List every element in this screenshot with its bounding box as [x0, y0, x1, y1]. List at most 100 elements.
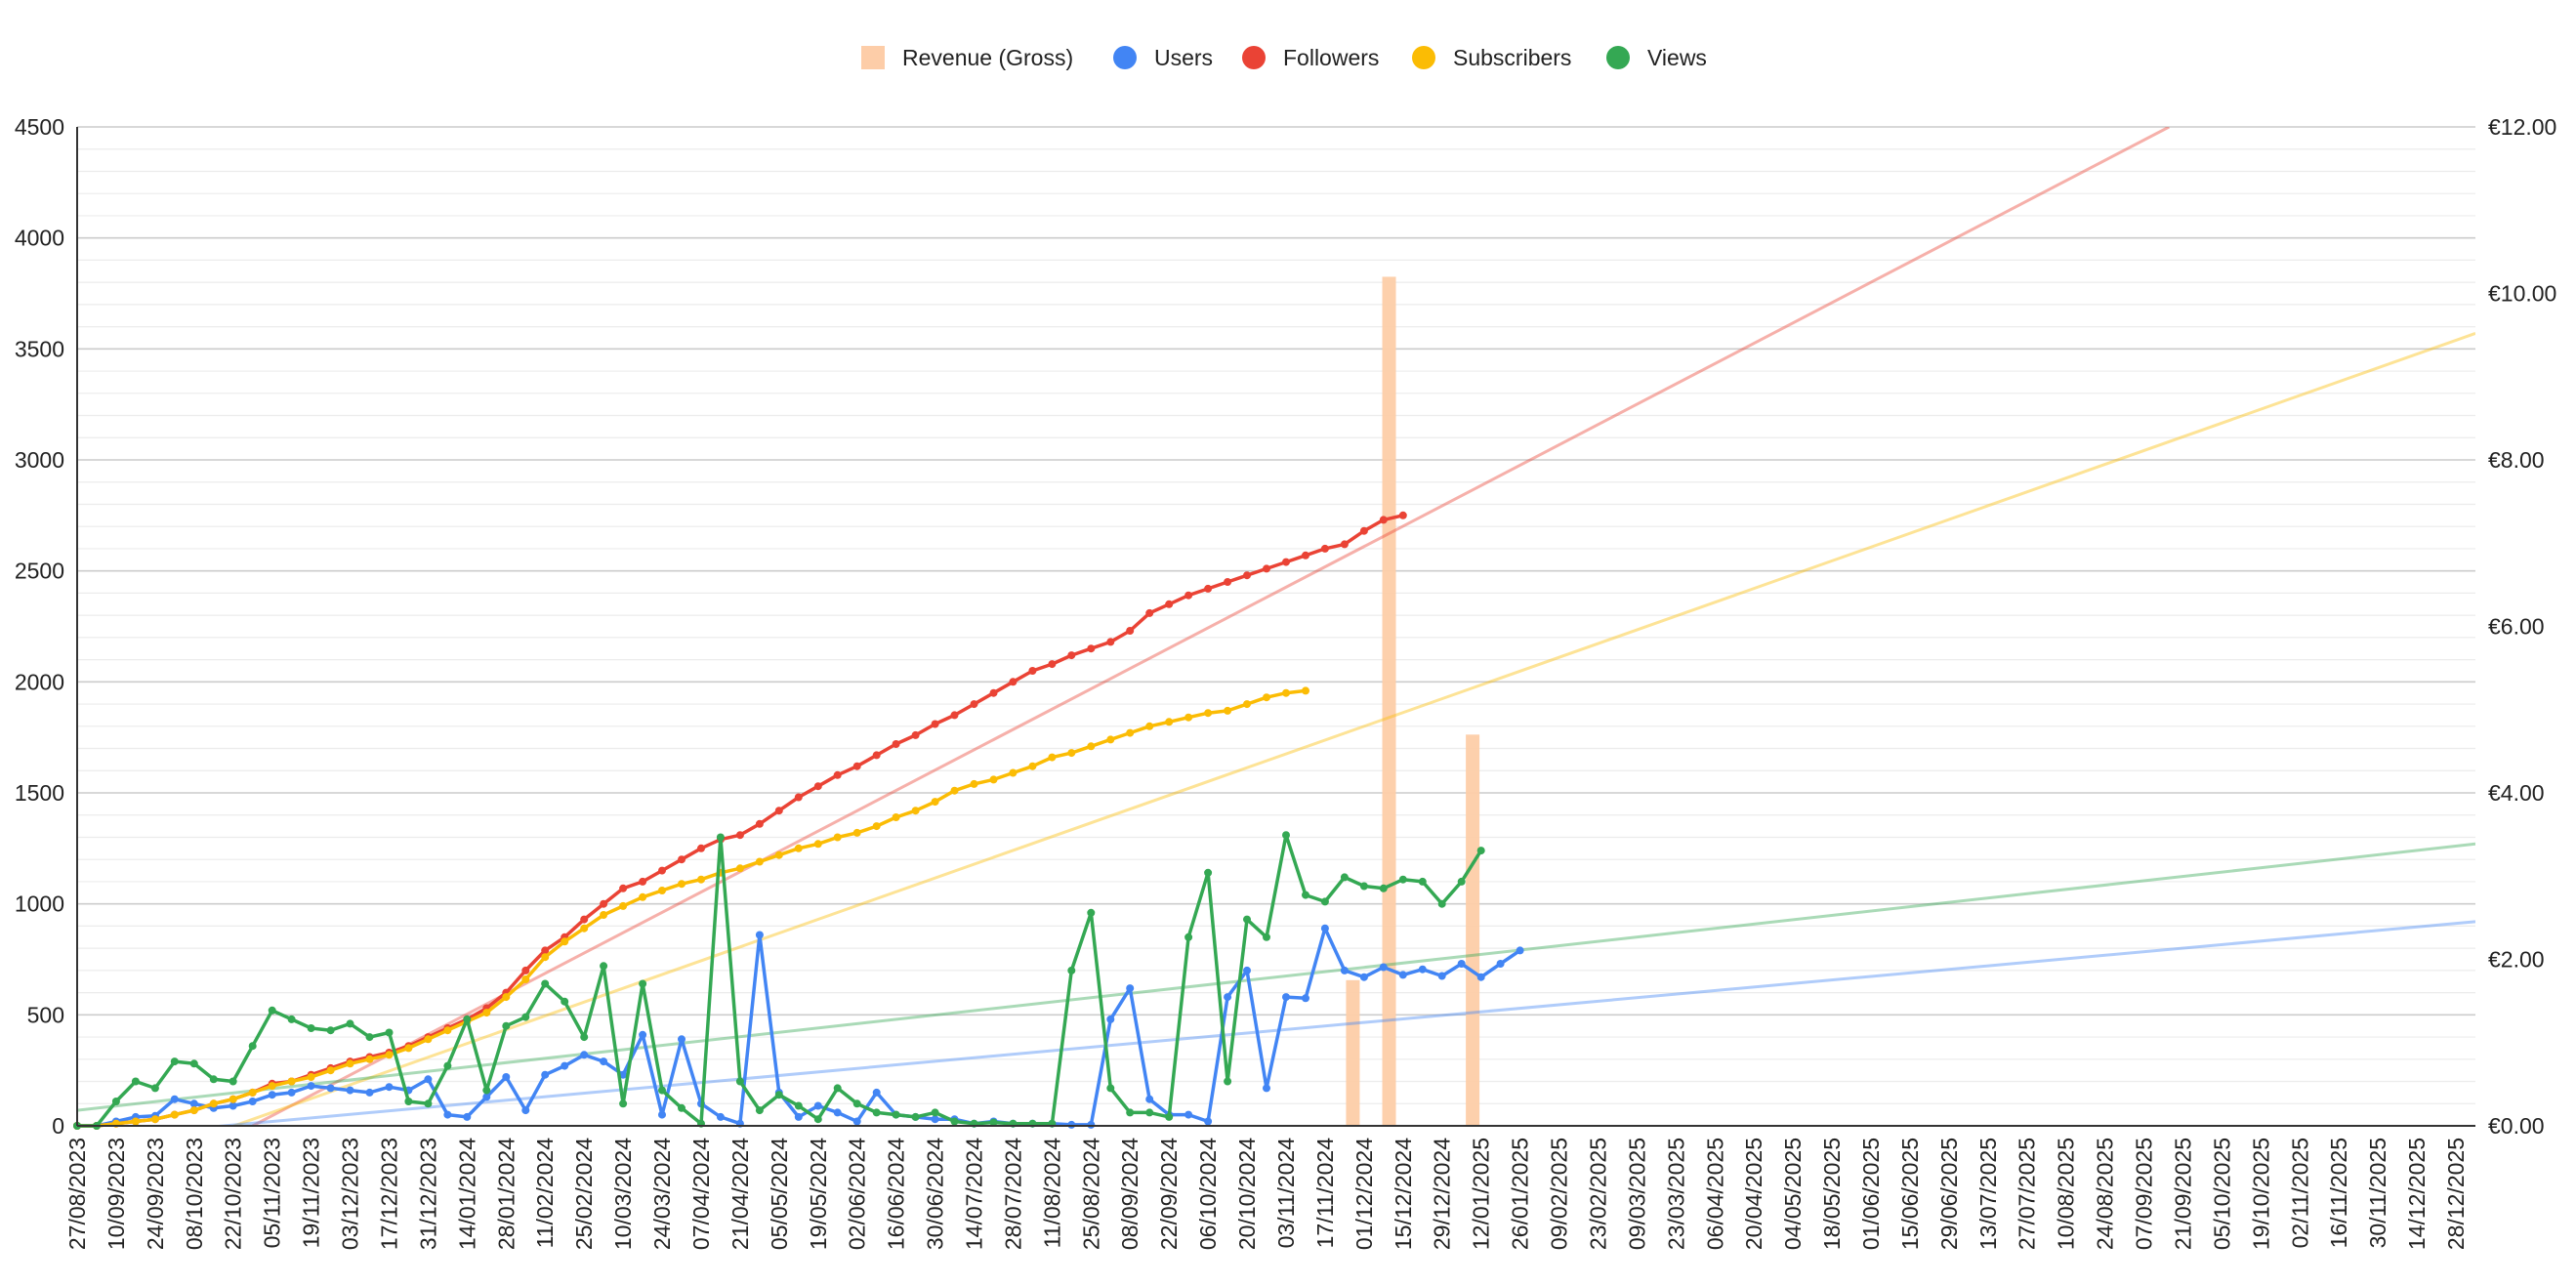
revenue-bars — [1346, 276, 1480, 1126]
views-point — [1224, 1077, 1232, 1086]
users-point — [463, 1112, 472, 1121]
x-tick-label: 08/10/2023 — [182, 1138, 207, 1250]
users-point — [1184, 1110, 1193, 1119]
x-tick-labels: 27/08/2023 10/09/2023 24/09/2023 08/10/2023… — [64, 1138, 2469, 1250]
subscribers-point — [1263, 693, 1270, 702]
users-point — [1282, 993, 1290, 1002]
followers-point — [1145, 608, 1154, 617]
views-point — [111, 1098, 120, 1105]
trendlines — [77, 127, 2475, 1126]
views-point — [443, 1061, 452, 1070]
x-tick-label: 20/04/2025 — [1741, 1138, 1766, 1250]
views-point — [1418, 877, 1427, 886]
views-point — [678, 1103, 686, 1112]
legend-swatch-views — [1606, 46, 1630, 69]
y-right-tick-label: €8.00 — [2488, 447, 2545, 473]
x-tick-label: 21/09/2025 — [2170, 1138, 2195, 1250]
subscribers-point — [911, 807, 920, 815]
users-point — [600, 1057, 608, 1066]
views-point — [1302, 891, 1309, 899]
x-tick-label: 21/04/2024 — [727, 1138, 753, 1250]
followers-point — [1009, 678, 1018, 686]
subscribers-point — [541, 953, 550, 962]
subscribers-point — [1009, 768, 1018, 777]
users-point — [561, 1061, 569, 1070]
subscribers-point — [931, 798, 939, 807]
followers-point — [619, 884, 628, 892]
x-tick-label: 19/11/2023 — [299, 1138, 324, 1248]
subscribers-point — [639, 892, 647, 901]
views-point — [326, 1026, 335, 1035]
subscribers-point — [287, 1077, 296, 1086]
legend-swatch-followers — [1242, 46, 1266, 69]
x-tick-label: 22/09/2024 — [1156, 1138, 1182, 1250]
views-point — [482, 1086, 491, 1095]
followers-point — [1302, 551, 1309, 560]
users-point — [482, 1093, 491, 1101]
legend-swatch-users — [1113, 46, 1137, 69]
subscribers-point — [678, 880, 686, 889]
views-point — [833, 1084, 842, 1093]
users-point — [443, 1110, 452, 1119]
legend-swatch-revenue-gross — [861, 46, 885, 69]
subscribers-point — [580, 924, 589, 933]
views-point — [150, 1084, 159, 1093]
views-point — [872, 1108, 881, 1117]
followers-point — [989, 688, 998, 697]
views-point — [892, 1110, 900, 1119]
views-point — [1106, 1084, 1115, 1093]
x-tick-label: 20/10/2024 — [1234, 1138, 1260, 1250]
x-tick-label: 28/01/2024 — [493, 1138, 519, 1250]
users-point — [1204, 1117, 1213, 1126]
followers-point — [794, 793, 803, 802]
subscribers-point — [307, 1073, 315, 1081]
subscribers-point — [326, 1066, 335, 1075]
x-tick-label: 24/09/2023 — [143, 1138, 168, 1250]
x-tick-label: 15/12/2024 — [1391, 1138, 1416, 1250]
followers-point — [755, 819, 764, 828]
followers-point — [833, 770, 842, 779]
views-point — [541, 979, 550, 988]
followers-point — [1087, 644, 1096, 653]
followers-point — [970, 700, 978, 709]
y-left-tick-label: 0 — [52, 1113, 64, 1139]
legend-label-users: Users — [1154, 45, 1213, 70]
subscribers-point — [619, 901, 628, 910]
subscribers-point — [482, 1009, 491, 1017]
followers-point — [813, 782, 822, 791]
users-point — [813, 1101, 822, 1110]
axes — [76, 127, 2475, 1127]
subscribers-point — [502, 993, 511, 1002]
subscribers-point — [424, 1035, 433, 1044]
followers-point — [580, 915, 589, 924]
x-tick-label: 18/05/2025 — [1819, 1138, 1845, 1250]
x-tick-label: 11/08/2024 — [1039, 1138, 1064, 1249]
views-point — [852, 1099, 861, 1108]
y-tick-labels: 0 500 1000 1500 2000 2500 3000 3500 4000 4500 €0.0… — [15, 114, 2557, 1139]
users-point — [1302, 994, 1309, 1003]
subscribers-point — [1302, 686, 1309, 695]
users-point — [1437, 972, 1446, 980]
x-tick-label: 16/11/2025 — [2326, 1138, 2351, 1248]
x-tick-label: 07/09/2025 — [2132, 1138, 2157, 1250]
x-tick-label: 05/10/2025 — [2209, 1138, 2234, 1250]
subscribers-point — [1126, 728, 1135, 737]
x-tick-label: 05/05/2024 — [767, 1138, 792, 1250]
views-point — [639, 979, 647, 988]
views-point — [131, 1077, 140, 1086]
x-tick-label: 23/02/2025 — [1585, 1138, 1610, 1250]
x-tick-label: 08/09/2024 — [1117, 1138, 1143, 1250]
x-tick-label: 17/11/2024 — [1312, 1138, 1338, 1249]
views-point — [424, 1099, 433, 1108]
legend-label-views: Views — [1647, 45, 1707, 70]
subscribers-point — [658, 887, 666, 894]
followers-point — [639, 877, 647, 886]
subscribers-point — [170, 1110, 179, 1119]
users-point — [833, 1108, 842, 1117]
revenue-bar — [1346, 979, 1360, 1126]
subscribers-point — [1028, 762, 1037, 770]
users-point — [502, 1073, 511, 1081]
views-point — [989, 1118, 998, 1127]
x-tick-label: 29/12/2024 — [1430, 1138, 1455, 1250]
followers-point — [1340, 540, 1349, 549]
